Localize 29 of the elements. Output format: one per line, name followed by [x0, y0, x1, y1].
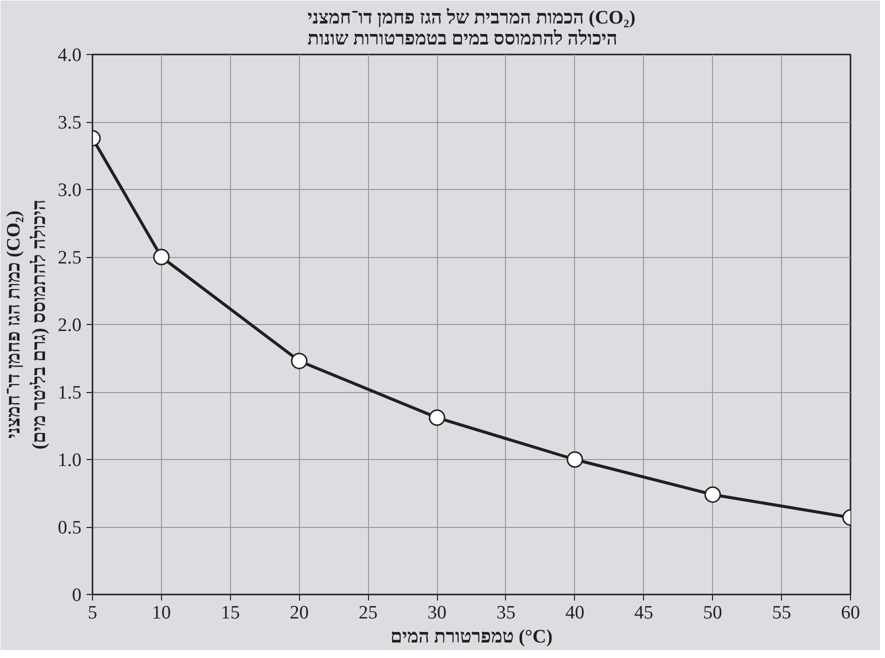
x-tick-label: 5 [88, 602, 98, 624]
y-tick-label: 0.5 [58, 518, 82, 538]
y-tick-label: 2.0 [58, 315, 82, 336]
x-tick-label: 15 [220, 602, 240, 624]
point [290, 352, 308, 370]
point [428, 409, 446, 426]
x-tick-label: 10 [152, 602, 171, 624]
x-tick-label: 35 [496, 602, 516, 624]
point [566, 451, 584, 468]
x-axis-title: טמפרטורת המים (°C) [390, 626, 553, 648]
point [153, 248, 170, 266]
x-tick-label: 30 [428, 602, 447, 624]
chart-title: הכמות המרבית של הגז פחמן דו־חמצני (CO₂) היכולה להתמוסס במים בטמפרטורות שונות [308, 8, 636, 50]
y-axis-title: כמות הגז פחמן דו־חמצני (CO₂) היכולה להתמוסס (גרם בליטר מים) [4, 199, 50, 450]
y-tick-label: 4.0 [58, 45, 82, 66]
x-tick-label: 45 [634, 602, 654, 624]
y-tick-label: 2.5 [58, 248, 82, 268]
y-tick-label: 3.0 [58, 180, 82, 201]
x-tick-label: 20 [290, 602, 309, 624]
x-tick-label: 50 [703, 602, 722, 624]
y-tick-label: 0 [72, 585, 82, 606]
x-tick-label: 40 [565, 602, 584, 624]
y-tick-label: 1.5 [58, 382, 82, 404]
x-tick-label: 25 [358, 602, 378, 624]
point [704, 486, 721, 503]
x-tick-label: 55 [772, 602, 792, 624]
x-tick-label: 60 [841, 602, 860, 624]
y-tick-label: 1.0 [58, 450, 82, 471]
y-tick-label: 3.5 [58, 112, 82, 134]
